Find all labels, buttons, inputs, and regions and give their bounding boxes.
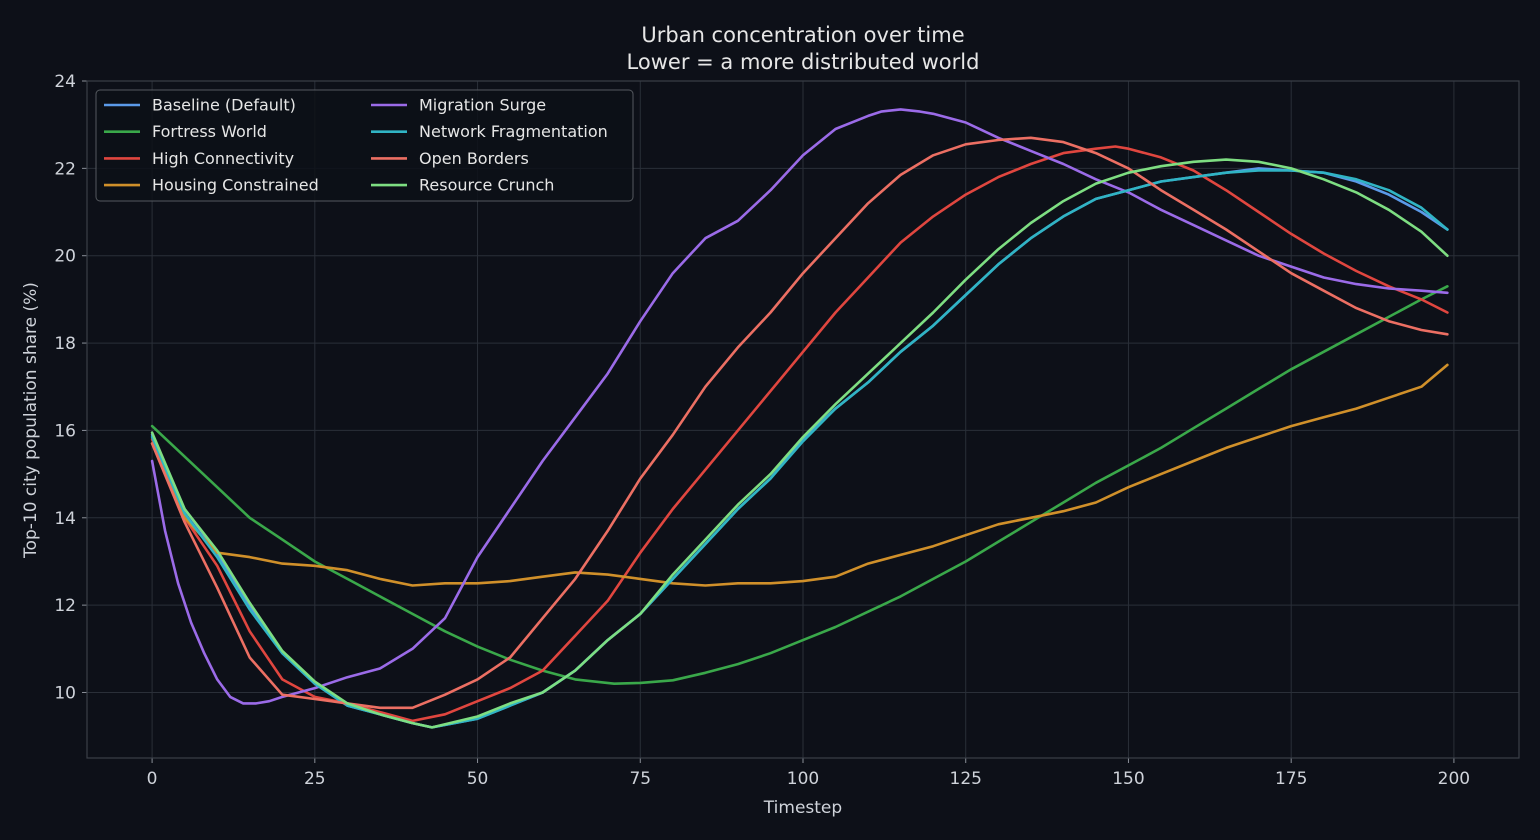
y-tick-label: 22 [54,159,76,179]
legend-label: Migration Surge [419,96,546,115]
series-line-3 [150,363,1449,587]
legend-box [95,89,634,202]
series-line-4 [150,108,1449,705]
y-tick-label: 10 [54,683,76,703]
series-line-2 [150,145,1449,723]
y-tick-label: 24 [54,72,76,92]
chart-subtitle: Lower = a more distributed world [627,50,980,74]
legend-label: High Connectivity [152,149,294,168]
series-lines [150,108,1449,729]
y-tick-label: 20 [54,247,76,267]
x-tick-label: 125 [950,769,982,789]
y-axis-label: Top-10 city population share (%) [21,282,41,559]
x-tick-label: 25 [304,769,326,789]
legend-label: Baseline (Default) [152,96,296,115]
y-tick-label: 16 [54,421,76,441]
series-line-7 [150,158,1449,729]
axis-ticks: 0 25 50 75 100 125 150 175 200 10 12 14 16 18 20 22 24 [54,72,1470,789]
x-tick-label: 50 [467,769,489,789]
y-tick-label: 14 [54,509,76,529]
legend-label: Open Borders [419,149,529,168]
x-tick-label: 175 [1275,769,1307,789]
y-tick-label: 18 [54,334,76,354]
x-axis-label: Timestep [763,798,842,818]
legend-label: Housing Constrained [152,176,319,195]
legend-label: Resource Crunch [419,176,554,195]
series-line-6 [150,136,1449,710]
plot-frame [86,80,1520,759]
x-tick-label: 100 [787,769,819,789]
x-tick-label: 0 [147,769,158,789]
x-tick-label: 150 [1112,769,1144,789]
x-tick-label: 200 [1438,769,1470,789]
legend-label: Network Fragmentation [419,122,608,141]
legend: Baseline (Default) Fortress World High Con… [95,89,634,202]
chart-title: Urban concentration over time [641,23,964,47]
y-tick-label: 12 [54,596,76,616]
x-tick-label: 75 [629,769,651,789]
legend-label: Fortress World [152,122,267,141]
series-line-1 [150,284,1449,686]
